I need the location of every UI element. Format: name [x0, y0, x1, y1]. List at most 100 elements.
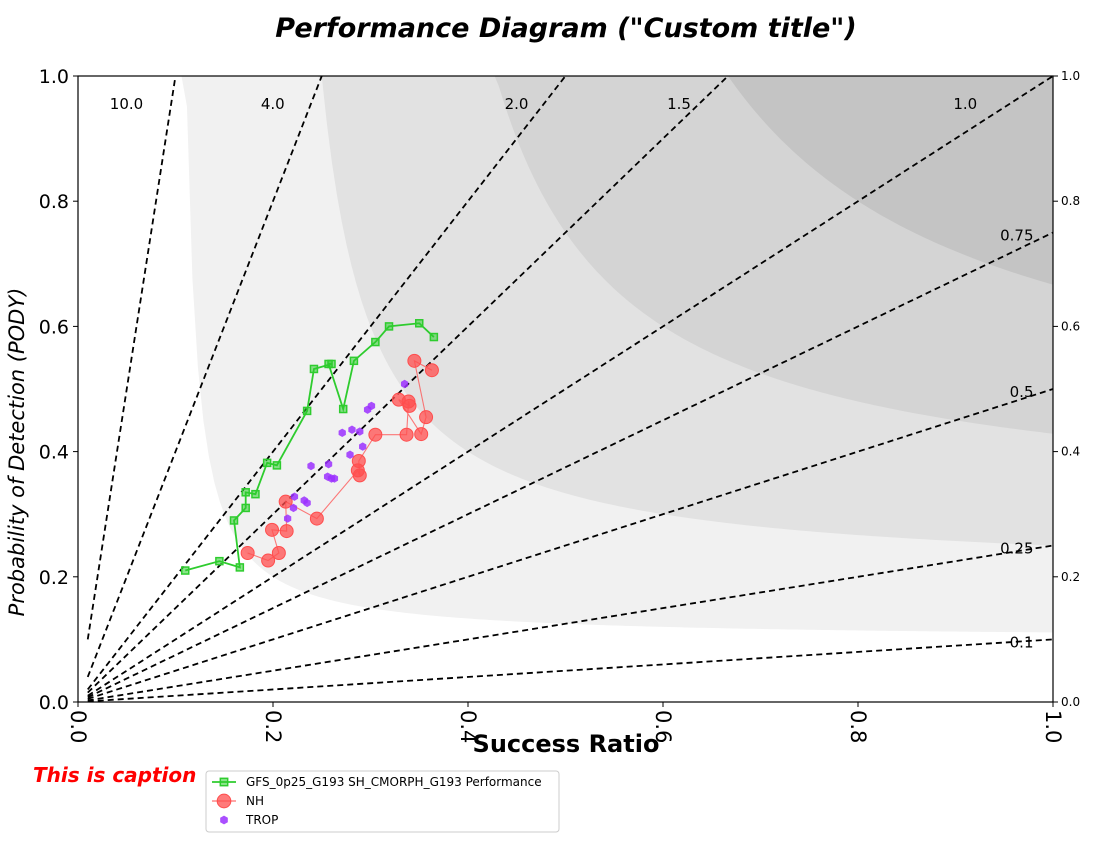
bias-label-1.0: 1.0: [953, 95, 977, 113]
y-tick-label-5: 1.0: [39, 66, 69, 88]
legend: GFS_0p25_G193 SH_CMORPH_G193 Performance…: [205, 770, 560, 833]
x-axis-label: Success Ratio: [473, 730, 660, 758]
y-tick-label-1: 0.2: [39, 567, 69, 589]
legend-marker-0: [219, 777, 229, 787]
series-1-point-8: [352, 468, 367, 483]
legend-label-2: TROP: [245, 813, 278, 827]
series-0-point-2: [235, 563, 245, 572]
series-0-point-9: [302, 406, 312, 416]
series-1-point-14: [391, 392, 406, 407]
plot-frame: [77, 75, 1054, 703]
bias-lines: 10.0 4.0 2.0 1.5 1.0 0.75 0.5 0.25 0.1: [86, 75, 1054, 703]
series-2-point-0: [283, 514, 292, 523]
series-2-point-5: [307, 461, 315, 471]
series-layer: [181, 319, 439, 575]
series-1-point-3: [265, 522, 280, 537]
series-2: [283, 379, 409, 523]
bias-line-4.0: [86, 75, 323, 678]
axis-ticks: 0.0 0.2 0.4 0.6 0.8 1.00.00.20.40.60.81.00.00…: [39, 66, 1080, 743]
series-2-point-14: [359, 442, 367, 451]
y-right-tick-label-4: 0.8: [1061, 194, 1080, 208]
series-2-point-11: [346, 450, 354, 459]
series-0: [181, 319, 439, 575]
y-tick-label-0: 0.0: [39, 692, 69, 714]
bias-label-0.75: 0.75: [1000, 227, 1033, 245]
y-tick-label-2: 0.4: [39, 442, 69, 464]
series-1-point-4: [279, 524, 294, 539]
series-1-point-1: [261, 553, 276, 568]
series-0-point-4: [241, 503, 250, 513]
bias-line-10.0: [86, 75, 177, 640]
series-1-point-2: [271, 546, 286, 561]
series-0-point-1: [215, 556, 224, 566]
series-1-point-9: [351, 453, 366, 468]
series-2-point-16: [367, 401, 376, 411]
series-1-point-17: [407, 353, 422, 368]
series-2-point-10: [338, 428, 346, 438]
x-tick-label-5: 1.0: [1041, 710, 1065, 743]
series-0-point-14: [349, 356, 359, 366]
legend-label-0: GFS_0p25_G193 SH_CMORPH_G193 Performance: [246, 775, 542, 789]
chart-title: Performance Diagram ("Custom title"): [275, 13, 856, 44]
series-2-point-17: [400, 379, 409, 389]
y-right-tick-label-0: 0.0: [1061, 695, 1080, 709]
series-0-point-12: [324, 359, 333, 369]
x-tick-label-4: 0.8: [846, 710, 870, 743]
bias-line-1.0: [87, 75, 1054, 697]
bias-label-4.0: 4.0: [261, 95, 285, 113]
series-1-point-15: [414, 427, 429, 442]
series-0-point-3: [229, 516, 239, 525]
series-1-point-16: [419, 410, 434, 425]
legend-marker-1: [216, 793, 232, 809]
series-0-point-10: [309, 364, 319, 374]
chart-caption: This is caption: [33, 763, 196, 787]
series-2-point-4: [303, 498, 311, 508]
bias-line-0.1: [87, 638, 1054, 703]
series-0-point-18: [429, 332, 439, 342]
series-1-point-5: [278, 494, 293, 509]
y-right-tick-label-2: 0.4: [1061, 445, 1080, 459]
y-axis-label: Probability of Detection (PODY): [5, 288, 29, 617]
series-2-point-12: [348, 425, 356, 434]
series-1: [240, 353, 439, 568]
bias-line-0.75: [87, 231, 1054, 699]
series-1-point-10: [368, 427, 383, 442]
series-0-point-0: [181, 566, 190, 575]
x-tick-label-1: 0.2: [261, 710, 285, 743]
series-2-point-2: [290, 492, 299, 501]
x-tick-label-2: 0.4: [456, 710, 480, 743]
bias-line-0.25: [87, 544, 1054, 702]
series-0-point-17: [415, 319, 424, 328]
series-0-point-7: [262, 458, 272, 468]
csi-fill-0.4: [468, 76, 1053, 285]
series-0-point-6: [251, 489, 260, 499]
bias-line-0.5: [87, 388, 1054, 700]
bias-label-0.1: 0.1: [1010, 634, 1034, 652]
bias-label-0.5: 0.5: [1010, 383, 1034, 401]
y-right-tick-label-5: 1.0: [1061, 69, 1080, 83]
legend-entry-0: GFS_0p25_G193 SH_CMORPH_G193 Performance: [212, 775, 542, 789]
series-1-point-13: [402, 398, 417, 413]
y-tick-label-3: 0.6: [39, 316, 69, 338]
y-tick-label-4: 0.8: [39, 191, 69, 213]
bias-label-2.0: 2.0: [505, 95, 529, 113]
series-2-point-8: [330, 474, 339, 483]
bias-label-10.0: 10.0: [110, 95, 143, 113]
series-2-point-13: [356, 427, 364, 436]
series-1-point-0: [240, 546, 255, 561]
series-0-point-5: [241, 488, 250, 497]
legend-marker-2: [220, 815, 228, 825]
series-0-point-8: [272, 461, 282, 470]
legend-entry-1: NH: [212, 793, 264, 809]
series-1-point-11: [399, 427, 414, 442]
y-right-tick-label-1: 0.2: [1061, 570, 1080, 584]
series-2-point-9: [324, 459, 333, 469]
legend-entry-2: TROP: [220, 813, 278, 827]
series-1-point-18: [424, 363, 439, 378]
series-1-point-6: [309, 511, 324, 526]
bias-label-1.5: 1.5: [667, 95, 691, 113]
series-2-point-1: [289, 503, 298, 513]
series-0-point-15: [371, 337, 380, 347]
x-tick-label-3: 0.6: [651, 710, 675, 743]
